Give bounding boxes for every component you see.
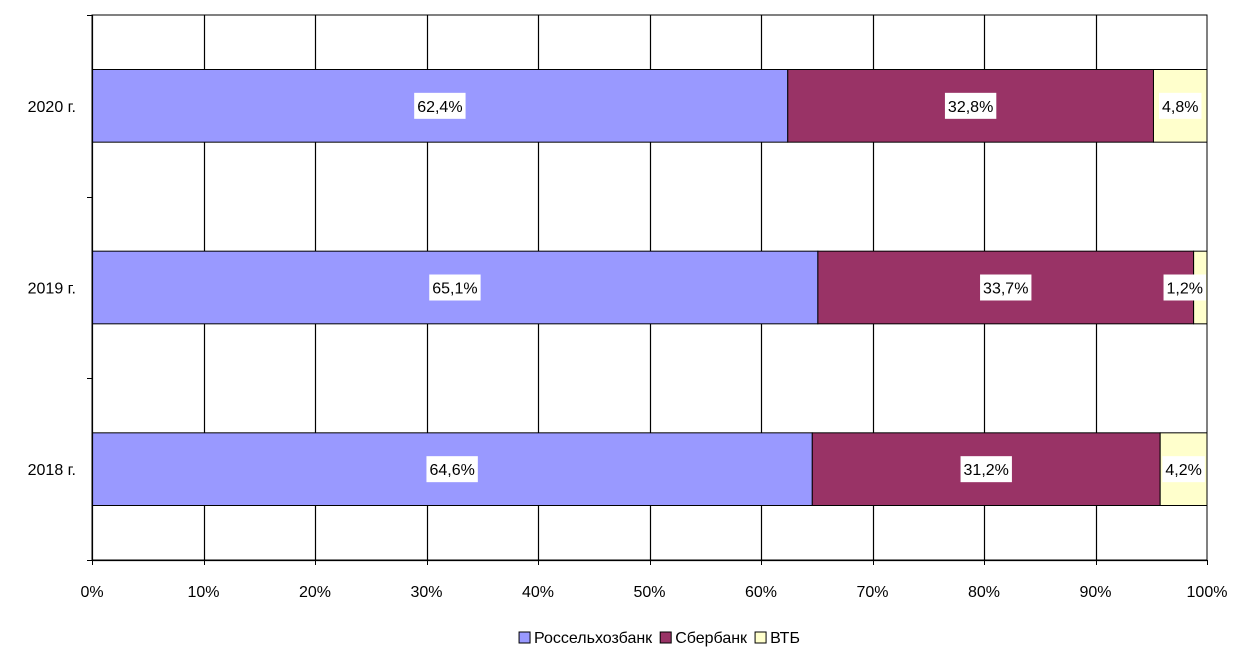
legend-item-сбербанк: Сбербанк: [660, 630, 748, 647]
legend-label: Россельхозбанк: [534, 630, 653, 647]
x-tick-label: 60%: [745, 584, 777, 601]
legend-item-втб: ВТБ: [755, 630, 800, 647]
x-tick-label: 20%: [299, 584, 331, 601]
x-tick-labels: 0% 10% 20% 30% 40% 50% 60% 70% 80% 90% 100%: [80, 584, 1227, 601]
data-label-втб-2019-г: 1,2%: [1164, 275, 1206, 301]
x-tick-label: 90%: [1079, 584, 1111, 601]
y-tick-label-2020-г: 2020 г.: [28, 99, 76, 116]
data-label-россельхозбанк-2018-г: 64,6%: [426, 456, 477, 482]
data-label-сбербанк-2019-г: 33,7%: [980, 275, 1031, 301]
legend: Россельхозбанк Сбербанк ВТБ: [519, 630, 800, 647]
x-tick-label: 0%: [80, 584, 103, 601]
data-label-text: 64,6%: [429, 462, 474, 479]
data-label-text: 1,2%: [1167, 281, 1203, 298]
x-tick-label: 50%: [633, 584, 665, 601]
data-label-text: 33,7%: [983, 281, 1028, 298]
data-label-втб-2018-г: 4,2%: [1162, 456, 1204, 482]
data-label-text: 4,2%: [1165, 462, 1201, 479]
legend-item-россельхозбанк: Россельхозбанк: [519, 630, 653, 647]
x-tick-label: 10%: [187, 584, 219, 601]
x-tick-label: 100%: [1187, 584, 1228, 601]
data-label-сбербанк-2020-г: 32,8%: [945, 93, 996, 119]
x-tick-label: 80%: [968, 584, 1000, 601]
bars: [92, 70, 1207, 506]
data-label-втб-2020-г: 4,8%: [1159, 93, 1201, 119]
y-tick-label-2019-г: 2019 г.: [28, 281, 76, 298]
data-label-россельхозбанк-2020-г: 62,4%: [414, 93, 465, 119]
x-tick-label: 30%: [410, 584, 442, 601]
data-label-text: 32,8%: [948, 99, 993, 116]
data-label-text: 65,1%: [432, 281, 477, 298]
y-tick-labels: 2018 г. 2019 г. 2020 г.: [28, 99, 76, 479]
legend-swatch: [660, 632, 671, 643]
legend-swatch: [519, 632, 530, 643]
legend-label: ВТБ: [770, 630, 800, 647]
data-label-text: 4,8%: [1162, 99, 1198, 116]
data-label-text: 31,2%: [964, 462, 1009, 479]
legend-label: Сбербанк: [675, 630, 748, 647]
x-tick-label: 40%: [522, 584, 554, 601]
data-label-text: 62,4%: [417, 99, 462, 116]
data-label-россельхозбанк-2019-г: 65,1%: [429, 275, 480, 301]
x-tick-label: 70%: [856, 584, 888, 601]
y-tick-label-2018-г: 2018 г.: [28, 462, 76, 479]
data-label-сбербанк-2018-г: 31,2%: [961, 456, 1012, 482]
legend-swatch: [755, 632, 766, 643]
